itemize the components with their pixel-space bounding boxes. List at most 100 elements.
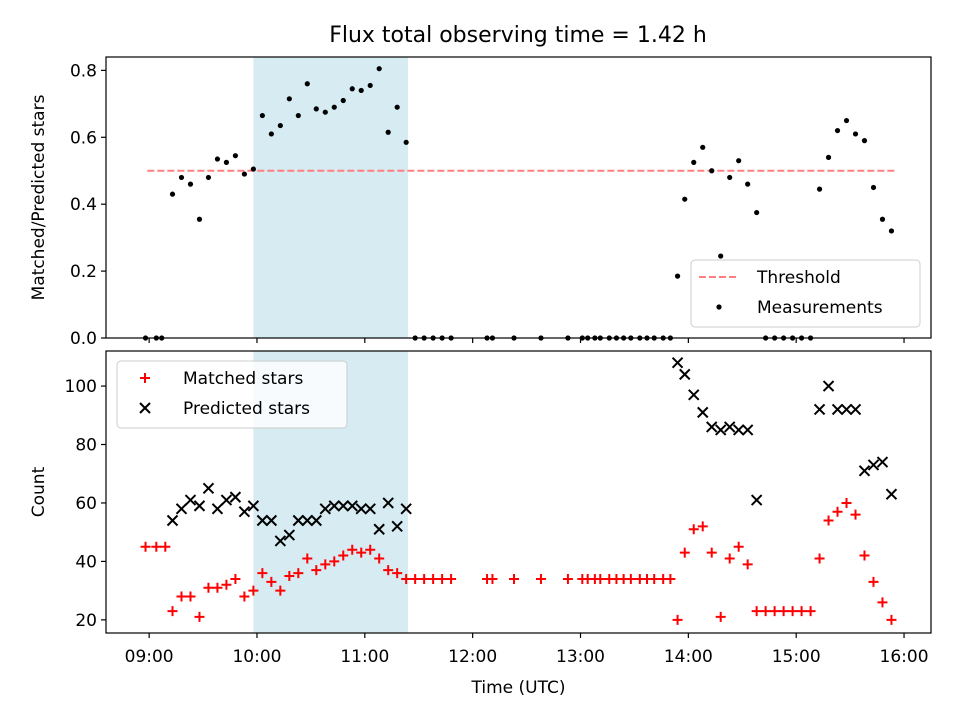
predicted-star-point xyxy=(346,500,358,512)
x-tick-label: 09:00 xyxy=(125,647,174,667)
matched-star-point xyxy=(868,576,879,587)
predicted-star-point xyxy=(337,500,349,512)
measurement-point xyxy=(682,196,688,202)
legend-label: Matched stars xyxy=(183,369,303,389)
x-tick-label: 13:00 xyxy=(556,647,605,667)
matched-star-point xyxy=(185,591,196,602)
matched-star-point xyxy=(796,606,807,617)
matched-star-point xyxy=(356,547,367,558)
predicted-star-point xyxy=(714,424,727,436)
predicted-star-point xyxy=(364,503,376,515)
measurement-point xyxy=(709,168,715,174)
measurement-point xyxy=(313,106,319,112)
matched-star-point xyxy=(212,582,223,593)
predicted-star-point xyxy=(382,497,394,509)
measurement-point xyxy=(745,181,751,187)
predicted-star-point xyxy=(355,503,367,515)
matched-star-point xyxy=(672,614,683,625)
matched-star-point xyxy=(859,550,870,561)
legend-label: Measurements xyxy=(757,298,883,318)
predicted-star-point xyxy=(220,494,233,506)
predicted-star-point xyxy=(858,465,871,477)
predicted-star-point xyxy=(265,514,278,527)
matched-star-point xyxy=(194,611,205,622)
measurement-point xyxy=(304,81,310,87)
matched-star-point xyxy=(365,544,376,555)
legend-box xyxy=(116,360,348,429)
measurement-point xyxy=(718,253,724,259)
x-axis-label: Time (UTC) xyxy=(471,678,566,698)
predicted-star-point xyxy=(211,503,224,515)
matched-star-point xyxy=(293,568,304,579)
measurement-point xyxy=(178,174,185,181)
measurement-point xyxy=(295,112,301,119)
matched-star-point xyxy=(248,585,259,596)
matched-star-point xyxy=(230,573,241,584)
matched-star-point xyxy=(160,541,171,552)
legend-label: Predicted stars xyxy=(183,399,310,419)
measurement-point xyxy=(187,181,194,187)
matched-star-point xyxy=(665,573,676,584)
matched-star-point xyxy=(239,591,250,602)
measurement-point xyxy=(727,174,733,181)
matched-star-point xyxy=(446,573,457,584)
measurement-point xyxy=(403,139,409,145)
matched-star-point xyxy=(338,550,349,561)
measurement-point xyxy=(340,97,346,104)
predicted-star-point xyxy=(822,380,835,392)
shaded-observing-span xyxy=(253,57,408,338)
matched-star-point xyxy=(266,576,277,587)
measurement-point xyxy=(385,129,391,135)
matched-star-point xyxy=(487,573,498,584)
matched-star-point xyxy=(167,606,178,617)
predicted-star-point xyxy=(831,403,844,416)
legend: Matched stars Predicted stars xyxy=(116,360,348,429)
measurement-point xyxy=(367,82,373,89)
legend-measurements-marker xyxy=(716,304,722,310)
matched-star-point xyxy=(509,573,520,584)
matched-star-point xyxy=(715,611,726,622)
matched-star-point xyxy=(221,579,232,590)
matched-star-point xyxy=(814,553,825,564)
matched-star-point xyxy=(419,573,430,584)
predicted-star-point xyxy=(193,500,206,512)
measurement-point xyxy=(870,184,877,191)
matched-star-point xyxy=(751,606,762,617)
matched-star-point xyxy=(886,614,897,625)
y-tick-label: 40 xyxy=(75,552,97,572)
y-axis-label: Matched/Predicted stars xyxy=(29,94,49,300)
measurement-point xyxy=(232,153,239,159)
y-tick-label: 0.2 xyxy=(70,262,97,282)
measurement-point xyxy=(691,159,697,165)
y-axis-label: Count xyxy=(29,466,49,517)
predicted-star-point xyxy=(885,488,898,500)
matched-star-point xyxy=(769,606,780,617)
measurement-point xyxy=(286,96,292,102)
y-tick-label: 0.4 xyxy=(70,195,97,215)
matched-star-point xyxy=(625,573,636,584)
matched-star-point xyxy=(383,565,394,576)
measurement-point xyxy=(825,154,832,160)
measurement-point xyxy=(888,228,895,234)
matched-star-point xyxy=(733,541,744,552)
predicted-star-point xyxy=(202,482,215,495)
y-tick-label: 60 xyxy=(75,494,97,514)
measurement-point xyxy=(205,174,212,181)
predicted-star-point xyxy=(750,494,763,506)
matched-star-point xyxy=(706,547,717,558)
matched-star-point xyxy=(742,559,753,570)
predicted-star-point xyxy=(301,514,314,527)
measurement-point xyxy=(376,66,382,72)
legend-box xyxy=(690,259,921,328)
x-tick-label: 10:00 xyxy=(232,647,281,667)
predicted-star-point xyxy=(732,424,745,436)
matched-star-point xyxy=(688,524,699,535)
measurement-point xyxy=(852,131,859,137)
measurement-point xyxy=(169,191,176,197)
matched-star-point xyxy=(203,582,214,593)
matched-star-point xyxy=(329,556,340,567)
predicted-star-point xyxy=(867,459,880,471)
matched-star-point xyxy=(832,506,843,517)
predicted-star-point xyxy=(849,403,862,416)
y-tick-label: 20 xyxy=(75,611,97,631)
